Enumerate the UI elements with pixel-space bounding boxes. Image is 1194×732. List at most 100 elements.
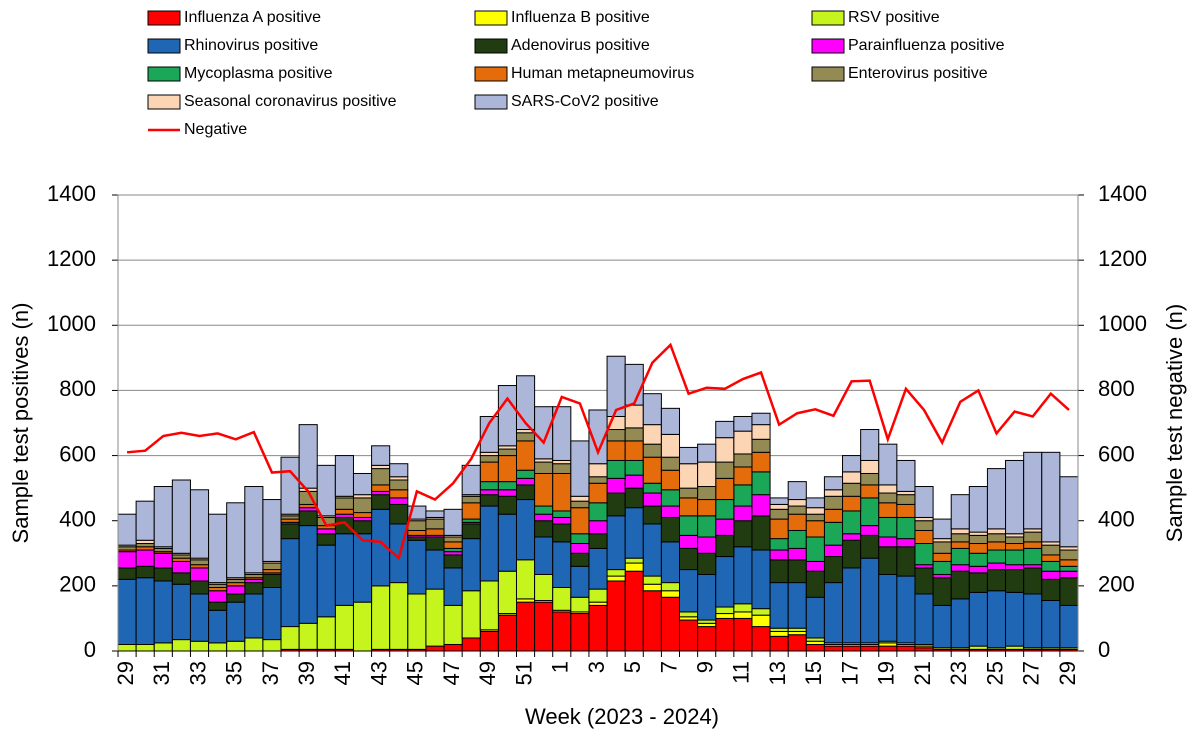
bar-segment	[769, 635, 789, 652]
bar-segment	[660, 541, 681, 584]
bar-segment	[787, 499, 807, 507]
bar-segment	[642, 523, 662, 577]
bar-segment	[171, 572, 191, 585]
bar-segment	[823, 544, 844, 558]
bar-segment	[606, 459, 626, 479]
bar-segment	[316, 616, 336, 650]
bar-segment	[986, 562, 1007, 571]
bar-segment	[660, 505, 681, 518]
bar-segment	[497, 385, 517, 447]
bar-segment	[914, 520, 934, 531]
bar-segment	[733, 484, 753, 507]
bar-segment	[715, 613, 735, 619]
bar-segment	[389, 582, 409, 650]
bar-segment	[679, 497, 699, 517]
bar-segment	[950, 533, 970, 543]
bar-segment	[968, 552, 988, 567]
bar-segment	[570, 552, 590, 567]
bar-segment	[588, 604, 608, 652]
bar-segment	[751, 412, 771, 426]
bar-segment	[570, 613, 590, 652]
x-tick-label: 7	[656, 661, 681, 673]
bar-segment	[334, 604, 354, 650]
bar-segment	[624, 440, 644, 461]
legend-swatch	[147, 94, 181, 110]
bar-segment	[606, 477, 626, 494]
bar-segment	[642, 456, 662, 484]
bar-segment	[660, 433, 681, 458]
bar-segment	[642, 443, 662, 458]
bar-segment	[171, 583, 191, 641]
legend-swatch	[147, 10, 181, 26]
bar-segment	[751, 451, 771, 473]
bar-segment	[479, 494, 499, 507]
y-tick-label: 1000	[47, 311, 96, 336]
bar-segment	[552, 510, 572, 518]
bar-segment	[878, 443, 898, 486]
bar-segment	[860, 497, 880, 527]
bar-segment	[679, 534, 699, 549]
bar-segment	[1005, 591, 1025, 647]
bar-segment	[914, 486, 934, 518]
x-tick-label: 17	[837, 661, 862, 685]
bar-segment	[515, 432, 536, 442]
bar-segment	[534, 536, 554, 575]
legend-swatch	[811, 10, 845, 26]
bar-segment	[642, 583, 662, 592]
bar-segment	[171, 639, 191, 652]
bar-segment	[534, 573, 554, 602]
bar-segment	[896, 516, 916, 540]
bar-segment	[588, 520, 608, 535]
bar-segment	[1023, 451, 1043, 530]
bar-segment	[1059, 570, 1079, 579]
bar-segment	[878, 546, 898, 575]
legend-label: RSV positive	[848, 9, 940, 26]
bar-segment	[497, 614, 517, 652]
bar-segment	[968, 486, 988, 533]
bar-segment	[986, 528, 1007, 535]
bar-segment	[262, 639, 282, 652]
legend-swatch	[147, 38, 181, 54]
bar-segment	[534, 472, 554, 507]
bar-segment	[1059, 604, 1079, 649]
bar-segment	[715, 461, 735, 479]
bar-segment	[968, 534, 988, 545]
bar-segment	[842, 455, 862, 473]
bar-segment	[479, 630, 499, 652]
bar-segment	[624, 507, 644, 559]
bar-segment	[425, 518, 445, 530]
bar-segment	[1005, 536, 1025, 545]
bar-segment	[570, 565, 590, 598]
bar-segment	[1041, 578, 1061, 602]
bar-segment	[461, 464, 481, 496]
bar-segment	[986, 569, 1007, 592]
bar-segment	[896, 503, 916, 518]
bar-segment	[606, 575, 626, 582]
bar-segment	[262, 499, 282, 562]
bar-segment	[497, 513, 517, 572]
bar-segment	[334, 497, 354, 510]
bar-segment	[751, 471, 771, 496]
bar-segment	[208, 609, 228, 644]
bar-segment	[153, 642, 173, 652]
x-tick-label: 3	[584, 661, 609, 673]
bar-segment	[552, 611, 572, 652]
bar-segment	[697, 536, 717, 554]
bar-segment	[407, 539, 427, 595]
bar-segment	[932, 541, 952, 554]
bar-segment	[298, 510, 318, 527]
bar-segment	[950, 570, 970, 600]
bar-segment	[751, 549, 771, 610]
bar-segment	[135, 643, 155, 652]
x-tick-label: 49	[475, 661, 500, 685]
legend-label: Human metapneumovirus	[511, 65, 694, 82]
bar-segment	[461, 637, 481, 652]
bar-segment	[117, 513, 137, 546]
x-tick-label: 19	[874, 661, 899, 685]
bar-segment	[515, 559, 536, 600]
bar-segment	[733, 430, 753, 455]
bar-segment	[262, 562, 282, 571]
bar-segment	[1041, 554, 1061, 562]
bar-segment	[606, 580, 626, 652]
bar-segment	[117, 643, 137, 652]
